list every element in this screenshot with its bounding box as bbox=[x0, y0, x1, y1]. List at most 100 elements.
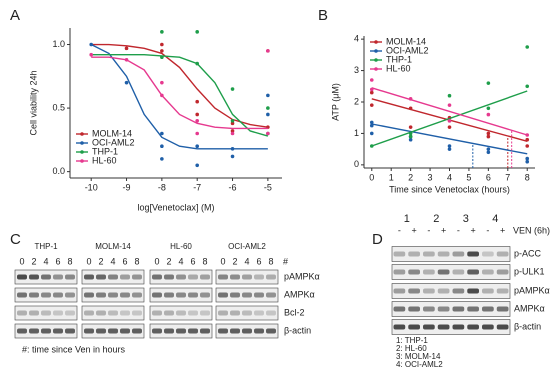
cell-line-label: OCI-AML2 bbox=[228, 242, 266, 251]
blot-box bbox=[149, 269, 213, 285]
time-label: 0 bbox=[19, 256, 24, 266]
time-label: 4 bbox=[178, 256, 183, 266]
data-point bbox=[408, 106, 413, 111]
band bbox=[266, 274, 276, 280]
legend-label: 4: OCI-AML2 bbox=[396, 360, 443, 369]
row-label: AMPKα bbox=[284, 289, 315, 299]
row-label: Bcl-2 bbox=[284, 307, 305, 317]
band bbox=[482, 269, 494, 275]
band bbox=[132, 328, 142, 334]
band bbox=[176, 292, 186, 298]
band bbox=[84, 310, 94, 316]
data-point bbox=[447, 125, 452, 129]
band bbox=[496, 324, 509, 330]
band bbox=[84, 292, 94, 298]
data-point bbox=[195, 118, 199, 123]
band bbox=[17, 274, 27, 280]
treatment-sign: + bbox=[441, 225, 446, 235]
band bbox=[242, 274, 252, 280]
band bbox=[230, 310, 240, 316]
band bbox=[164, 274, 174, 280]
y-tick-label: 1.0 bbox=[52, 39, 65, 49]
fit-line bbox=[91, 43, 268, 128]
band bbox=[41, 310, 51, 316]
band bbox=[152, 310, 162, 316]
cell-line-label: HL-60 bbox=[170, 242, 192, 251]
data-point bbox=[369, 103, 374, 107]
time-label: 8 bbox=[268, 256, 273, 266]
band bbox=[96, 328, 106, 334]
fit-line bbox=[91, 53, 269, 137]
time-label: 2 bbox=[232, 256, 237, 266]
band bbox=[452, 251, 465, 257]
blot-box bbox=[14, 305, 78, 321]
band bbox=[437, 269, 450, 275]
band bbox=[120, 328, 130, 334]
data-point bbox=[266, 106, 270, 110]
band bbox=[393, 324, 406, 330]
band bbox=[482, 288, 494, 294]
fit-line bbox=[371, 90, 528, 147]
data-point bbox=[369, 78, 374, 82]
band bbox=[467, 324, 479, 330]
band bbox=[29, 292, 39, 298]
band bbox=[53, 274, 63, 280]
band bbox=[41, 328, 51, 334]
data-point bbox=[525, 133, 530, 137]
band bbox=[164, 328, 174, 334]
band bbox=[200, 310, 210, 316]
band bbox=[65, 328, 75, 334]
fit-line bbox=[371, 123, 528, 155]
y-axis-title: Cell viability 24h bbox=[28, 70, 38, 135]
data-point bbox=[525, 159, 530, 164]
data-point bbox=[369, 123, 374, 128]
x-tick-label: 4 bbox=[447, 172, 452, 182]
data-point bbox=[230, 131, 235, 136]
data-point bbox=[369, 90, 374, 95]
band bbox=[408, 306, 420, 312]
legend-marker bbox=[374, 58, 378, 62]
panel-label: C bbox=[10, 231, 21, 248]
x-tick-label: 3 bbox=[428, 172, 433, 182]
band bbox=[120, 310, 130, 316]
band bbox=[452, 324, 465, 330]
y-tick-label: 0 bbox=[354, 159, 359, 169]
band bbox=[266, 292, 276, 298]
blot-box bbox=[391, 264, 511, 280]
band bbox=[437, 288, 450, 294]
data-point bbox=[486, 112, 491, 117]
data-point bbox=[525, 144, 530, 148]
lane-group-label: 1 bbox=[404, 213, 410, 225]
legend-label: THP-1 bbox=[386, 54, 412, 64]
data-point bbox=[486, 81, 491, 85]
band bbox=[393, 269, 406, 275]
x-tick-label: 5 bbox=[466, 172, 471, 182]
data-point bbox=[486, 131, 491, 136]
band bbox=[452, 288, 465, 294]
data-point bbox=[195, 61, 199, 66]
row-label: pAMPKα bbox=[514, 285, 550, 295]
time-label: 6 bbox=[190, 256, 195, 266]
blot-box bbox=[149, 305, 213, 321]
data-point bbox=[266, 93, 270, 98]
time-label: 6 bbox=[256, 256, 261, 266]
y-tick-label: 2 bbox=[354, 96, 359, 106]
time-marker: # bbox=[283, 256, 288, 266]
band bbox=[188, 328, 198, 334]
band bbox=[65, 292, 75, 298]
band bbox=[230, 274, 240, 280]
data-point bbox=[447, 119, 452, 123]
band bbox=[152, 292, 162, 298]
band bbox=[120, 274, 130, 280]
fit-line bbox=[90, 43, 268, 150]
legend-marker bbox=[80, 132, 84, 136]
note: #: time since Ven in hours bbox=[22, 344, 126, 354]
data-point bbox=[369, 144, 374, 148]
data-point bbox=[160, 131, 164, 136]
lane-group-label: 4 bbox=[492, 213, 498, 225]
band bbox=[17, 328, 27, 334]
band bbox=[152, 328, 162, 334]
band bbox=[437, 251, 450, 257]
data-point bbox=[447, 147, 452, 151]
